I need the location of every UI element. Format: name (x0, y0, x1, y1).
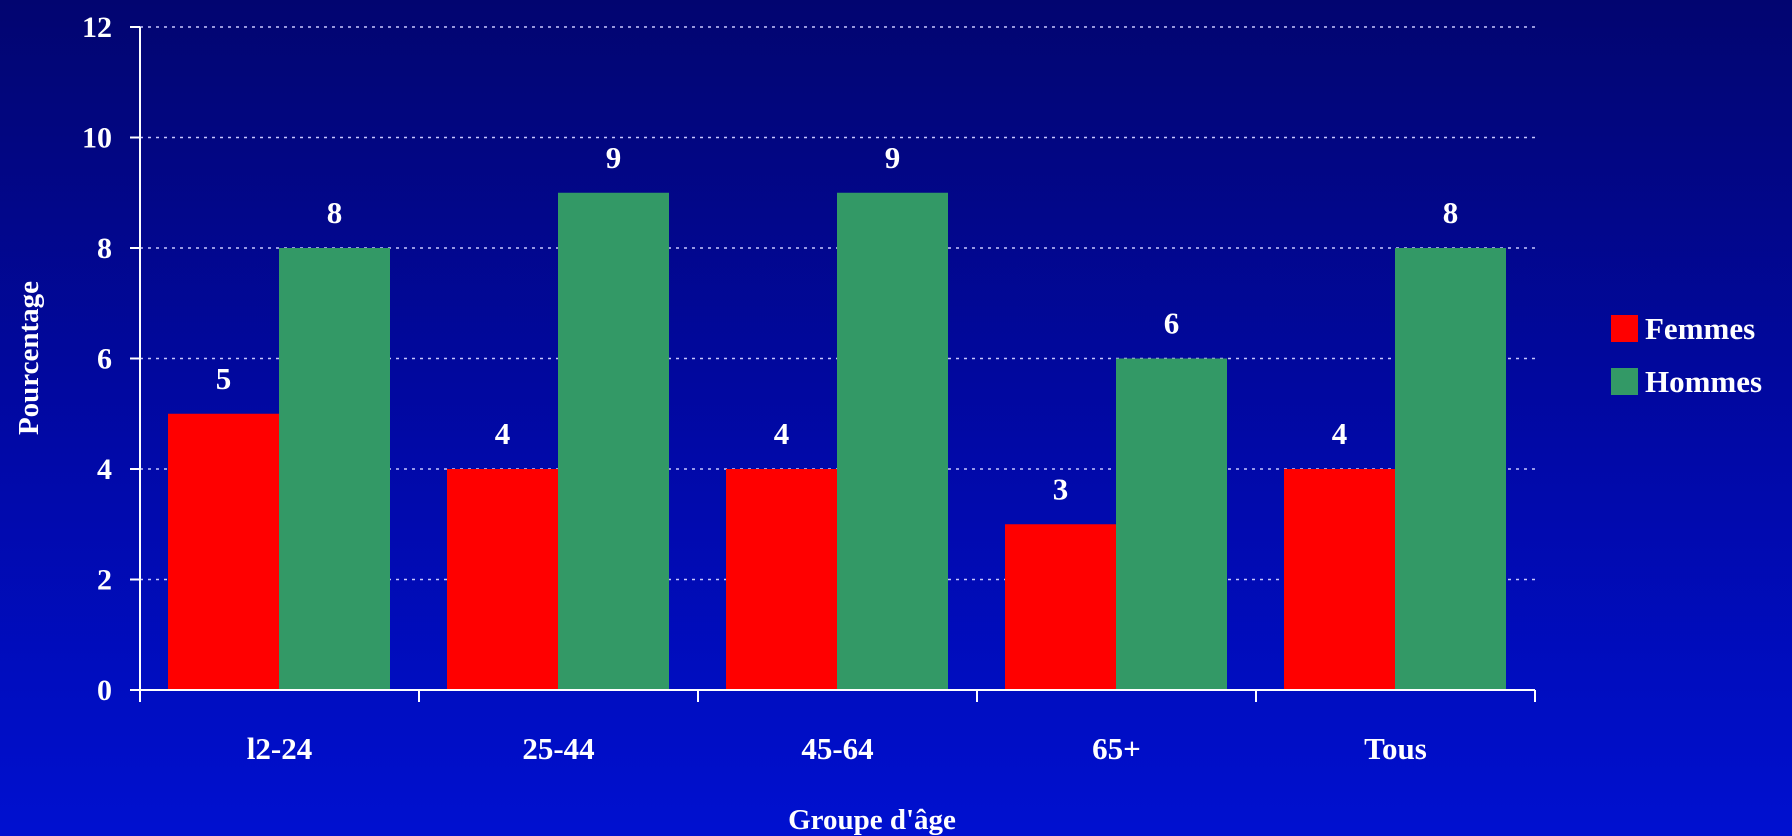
data-label: 8 (327, 195, 343, 230)
legend-entry: Hommes (1645, 364, 1762, 399)
y-tick-label: 4 (97, 453, 112, 486)
x-tick-label: Tous (1364, 731, 1427, 766)
x-tick-label: 25-44 (522, 731, 594, 766)
y-tick-label: 2 (97, 564, 112, 597)
bar-hommes (558, 192, 669, 690)
bar-hommes (1395, 248, 1506, 690)
y-tick-labels: 0 2 4 6 8 10 12 (82, 11, 112, 707)
y-tick-label: 8 (97, 232, 112, 265)
data-label: 9 (885, 140, 901, 175)
bar-femmes (1005, 524, 1116, 690)
bar-femmes (1284, 469, 1395, 690)
bar-femmes (726, 469, 837, 690)
data-label: 4 (774, 416, 790, 451)
y-axis-label: Pourcentage (13, 281, 45, 435)
y-tick-label: 10 (82, 122, 112, 155)
axes (130, 26, 1536, 702)
data-label: 3 (1053, 471, 1069, 506)
x-tick-label: l2-24 (247, 731, 312, 766)
y-tick-label: 6 (97, 343, 112, 376)
data-labels: 5 8 4 9 4 9 3 6 4 8 (216, 140, 1459, 507)
data-label: 6 (1164, 306, 1180, 341)
x-tick-label: 65+ (1092, 731, 1141, 766)
legend-swatch (1611, 315, 1638, 342)
bar-hommes (1116, 358, 1227, 690)
data-label: 4 (1332, 416, 1348, 451)
bars (168, 192, 1506, 690)
data-label: 9 (606, 140, 622, 175)
data-label: 5 (216, 361, 232, 396)
bar-hommes (837, 192, 948, 690)
x-axis-label: Groupe d'âge (788, 804, 956, 836)
x-tick-labels: l2-24 25-44 45-64 65+ Tous (247, 731, 1427, 766)
y-tick-label: 0 (97, 674, 112, 707)
legend: Femmes Hommes (1611, 311, 1762, 399)
data-label: 8 (1443, 195, 1459, 230)
data-label: 4 (495, 416, 511, 451)
y-tick-label: 12 (82, 11, 112, 44)
legend-swatch (1611, 368, 1638, 395)
x-tick-label: 45-64 (801, 731, 873, 766)
bar-hommes (279, 248, 390, 690)
legend-entry: Femmes (1645, 311, 1755, 346)
bar-femmes (168, 413, 279, 690)
bar-femmes (447, 469, 558, 690)
